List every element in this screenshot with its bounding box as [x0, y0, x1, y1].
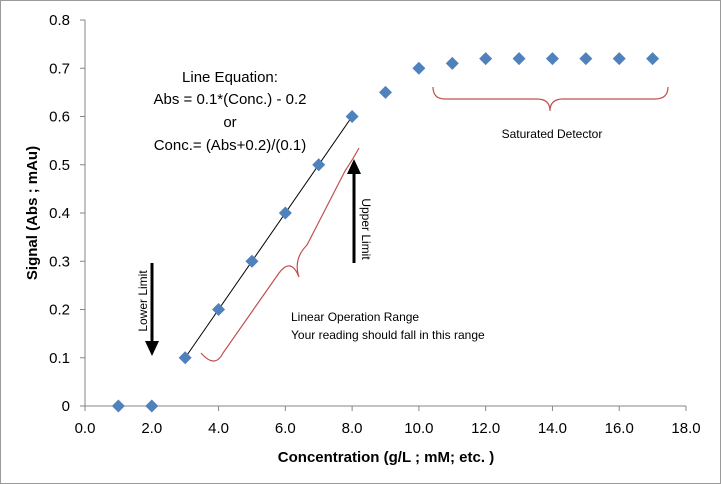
data-point — [245, 254, 259, 268]
y-tick-label: 0.3 — [49, 253, 70, 270]
x-tick-label: 10.0 — [404, 420, 433, 437]
equation-or: or — [223, 114, 236, 131]
x-tick-label: 8.0 — [342, 420, 363, 437]
linear-range-sublabel: Your reading should fall in this range — [291, 328, 485, 342]
data-point — [178, 351, 192, 365]
plot-area — [85, 20, 686, 406]
data-point — [512, 52, 526, 66]
data-points — [111, 52, 660, 413]
data-point — [579, 52, 593, 66]
data-point — [445, 56, 459, 70]
x-tick-label: 0.0 — [75, 420, 96, 437]
data-point — [145, 399, 159, 413]
data-point — [111, 399, 125, 413]
y-tick-label: 0.6 — [49, 109, 70, 126]
x-tick-label: 16.0 — [605, 420, 634, 437]
x-tick-label: 18.0 — [671, 420, 700, 437]
data-point — [312, 158, 326, 172]
y-tick-label: 0.7 — [49, 60, 70, 77]
y-tick-label: 0.2 — [49, 302, 70, 319]
data-point — [345, 110, 359, 123]
x-tick-label: 2.0 — [141, 420, 162, 437]
equation-title: Line Equation: — [182, 69, 278, 86]
saturated-label: Saturated Detector — [502, 127, 603, 141]
x-tick-labels: 0.0 2.0 4.0 6.0 8.0 10.0 12.0 14.0 16.0 18.0 — [75, 406, 701, 437]
x-tick-label: 6.0 — [275, 420, 296, 437]
data-point — [212, 303, 226, 316]
data-point — [379, 85, 392, 99]
equation-abs: Abs = 0.1*(Conc.) - 0.2 — [154, 91, 307, 108]
y-tick-label: 0.5 — [49, 157, 70, 174]
y-tick-label: 0.1 — [49, 350, 70, 367]
x-tick-label: 4.0 — [208, 420, 229, 437]
data-point — [479, 52, 493, 66]
linear-range-label: Linear Operation Range — [291, 310, 419, 324]
data-point — [612, 52, 626, 66]
y-tick-label: 0.8 — [49, 12, 70, 29]
equation-conc: Conc.= (Abs+0.2)/(0.1) — [154, 137, 307, 154]
y-tick-label: 0.4 — [49, 205, 70, 222]
data-point — [278, 206, 292, 220]
x-tick-label: 12.0 — [471, 420, 500, 437]
data-point — [412, 61, 426, 75]
data-point — [545, 52, 559, 66]
x-tick-label: 14.0 — [538, 420, 567, 437]
y-tick-labels: 0 0.1 0.2 0.3 0.4 0.5 0.6 0.7 0.8 — [49, 12, 85, 415]
fit-line — [184, 116, 353, 359]
lower-limit-label: Lower Limit — [136, 270, 150, 332]
y-axis-title: Signal (Abs ; mAu) — [24, 146, 41, 280]
y-tick-label: 0 — [62, 398, 70, 415]
upper-limit-arrowhead — [347, 159, 361, 174]
upper-limit-label: Upper Limit — [359, 198, 373, 260]
linear-range-brace — [200, 147, 360, 362]
saturated-brace — [432, 86, 669, 112]
lower-limit-arrowhead — [145, 341, 159, 356]
x-axis-title: Concentration (g/L ; mM; etc. ) — [278, 449, 494, 466]
data-point — [646, 52, 660, 66]
